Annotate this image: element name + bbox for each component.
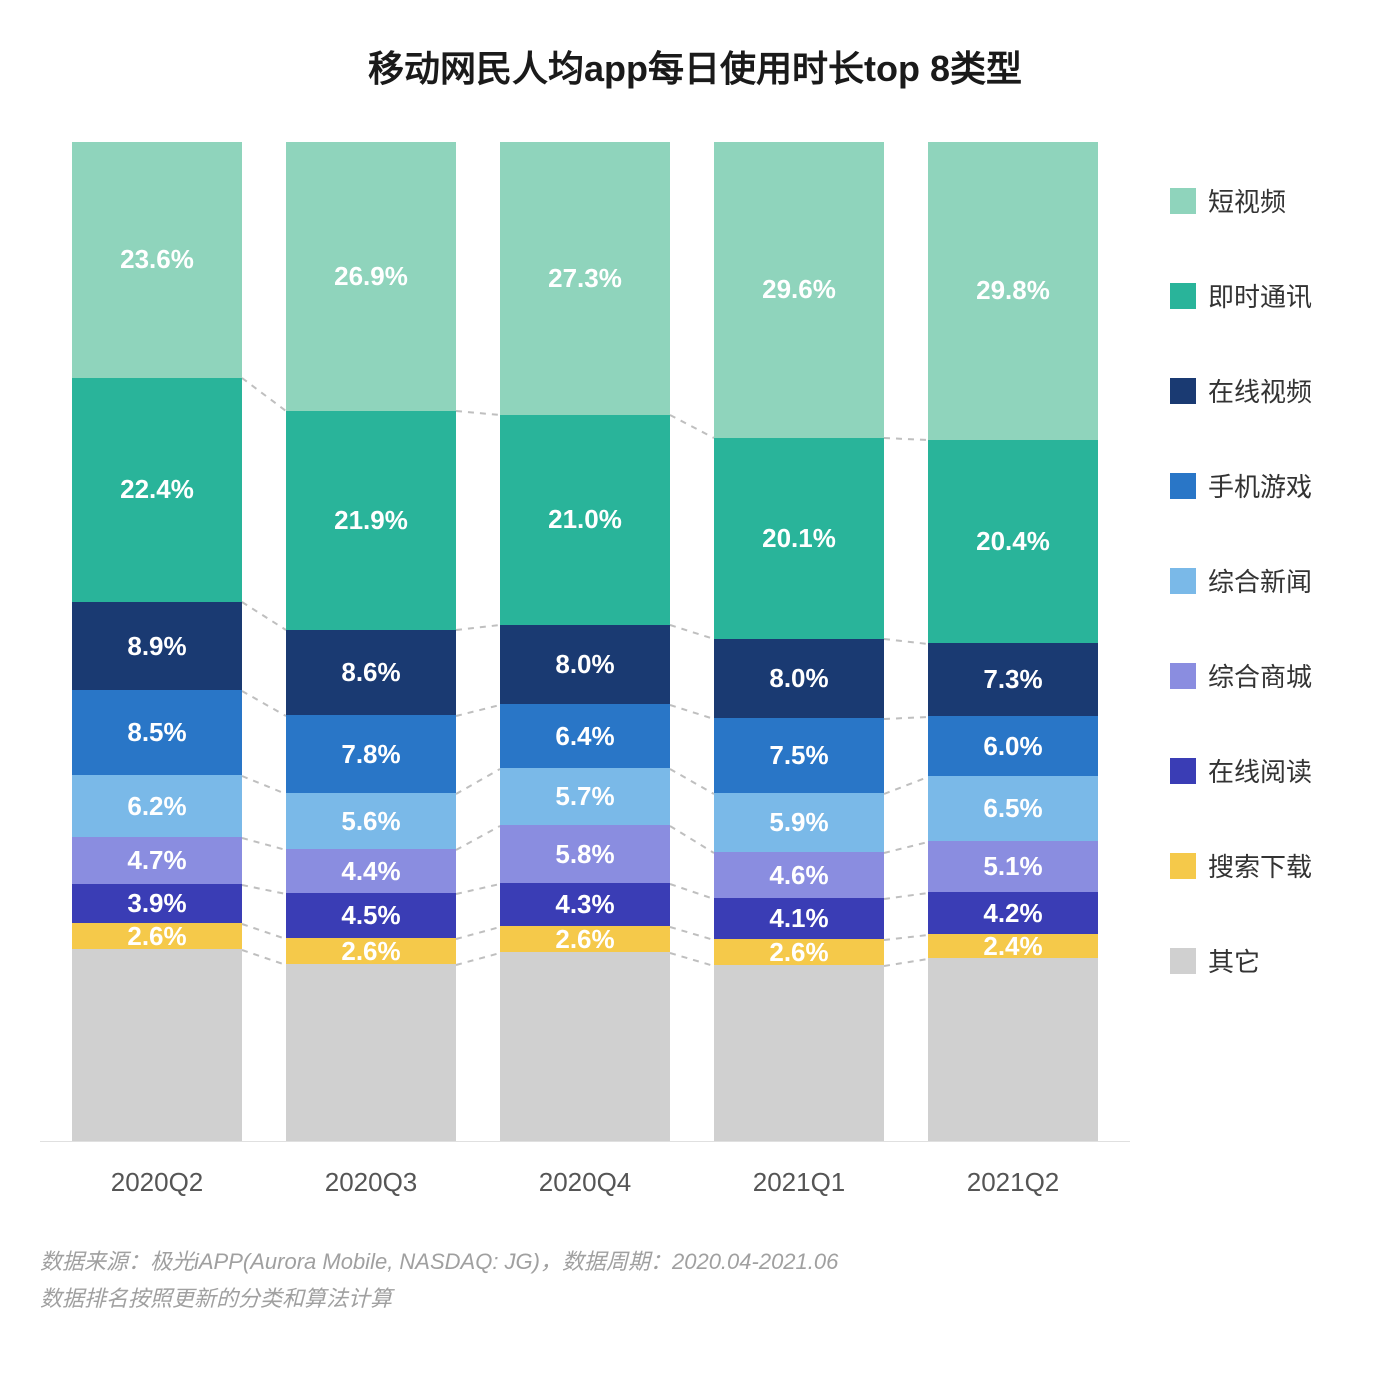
segment-search: 2.6% — [500, 926, 670, 952]
segment-short_video: 29.6% — [714, 142, 884, 438]
segment-other — [72, 949, 242, 1141]
legend-label: 综合新闻 — [1208, 562, 1312, 599]
segment-reading: 4.1% — [714, 898, 884, 939]
footnote: 数据来源：极光iAPP(Aurora Mobile, NASDAQ: JG)，数… — [40, 1243, 1350, 1318]
legend-swatch — [1170, 853, 1196, 879]
bar-column: 2.4%4.2%5.1%6.5%6.0%7.3%20.4%29.8% — [928, 142, 1098, 1141]
segment-online_video: 7.3% — [928, 643, 1098, 716]
bars-container: 2.6%3.9%4.7%6.2%8.5%8.9%22.4%23.6%2.6%4.… — [40, 142, 1130, 1142]
segment-reading: 3.9% — [72, 884, 242, 923]
segment-short_video: 27.3% — [500, 142, 670, 415]
segment-short_video: 29.8% — [928, 142, 1098, 440]
segment-reading: 4.3% — [500, 883, 670, 926]
segment-search: 2.6% — [714, 939, 884, 965]
segment-online_video: 8.0% — [714, 639, 884, 719]
legend-swatch — [1170, 948, 1196, 974]
segment-im: 20.1% — [714, 438, 884, 639]
segment-mobile_game: 6.0% — [928, 716, 1098, 776]
segment-short_video: 23.6% — [72, 142, 242, 378]
segment-online_video: 8.6% — [286, 630, 456, 716]
segment-other — [500, 952, 670, 1141]
segment-im: 22.4% — [72, 378, 242, 602]
segment-online_video: 8.9% — [72, 602, 242, 691]
segment-reading: 4.2% — [928, 892, 1098, 934]
segment-short_video: 26.9% — [286, 142, 456, 411]
x-axis-label: 2020Q4 — [500, 1167, 670, 1198]
segment-ecommerce: 4.6% — [714, 852, 884, 898]
segment-reading: 4.5% — [286, 893, 456, 938]
legend-swatch — [1170, 758, 1196, 784]
legend-swatch — [1170, 663, 1196, 689]
legend-item-other: 其它 — [1170, 942, 1350, 979]
legend-item-mobile_game: 手机游戏 — [1170, 467, 1350, 504]
segment-news: 5.7% — [500, 768, 670, 825]
x-axis: 2020Q2 2020Q3 2020Q4 2021Q1 2021Q2 — [40, 1142, 1130, 1198]
bar-column: 2.6%3.9%4.7%6.2%8.5%8.9%22.4%23.6% — [72, 142, 242, 1141]
segment-mobile_game: 7.8% — [286, 715, 456, 793]
legend-swatch — [1170, 473, 1196, 499]
segment-ecommerce: 5.8% — [500, 825, 670, 883]
legend-swatch — [1170, 283, 1196, 309]
legend-label: 即时通讯 — [1208, 277, 1312, 314]
footnote-line-1: 数据来源：极光iAPP(Aurora Mobile, NASDAQ: JG)，数… — [40, 1243, 1350, 1280]
legend-swatch — [1170, 568, 1196, 594]
legend-label: 短视频 — [1208, 182, 1286, 219]
bar-column: 2.6%4.5%4.4%5.6%7.8%8.6%21.9%26.9% — [286, 142, 456, 1141]
segment-im: 20.4% — [928, 440, 1098, 644]
segment-search: 2.6% — [286, 938, 456, 964]
legend-swatch — [1170, 188, 1196, 214]
segment-im: 21.9% — [286, 411, 456, 630]
legend-item-short_video: 短视频 — [1170, 182, 1350, 219]
chart-title: 移动网民人均app每日使用时长top 8类型 — [40, 40, 1350, 92]
legend-swatch — [1170, 378, 1196, 404]
chart-wrap: 2.6%3.9%4.7%6.2%8.5%8.9%22.4%23.6%2.6%4.… — [40, 142, 1350, 1198]
segment-im: 21.0% — [500, 415, 670, 625]
segment-other — [286, 964, 456, 1141]
segment-other — [714, 965, 884, 1141]
chart-area: 2.6%3.9%4.7%6.2%8.5%8.9%22.4%23.6%2.6%4.… — [40, 142, 1130, 1198]
footnote-line-2: 数据排名按照更新的分类和算法计算 — [40, 1280, 1350, 1317]
legend-label: 在线阅读 — [1208, 752, 1312, 789]
x-axis-label: 2021Q1 — [714, 1167, 884, 1198]
segment-news: 5.6% — [286, 793, 456, 849]
segment-mobile_game: 7.5% — [714, 718, 884, 793]
legend-label: 搜索下载 — [1208, 847, 1312, 884]
x-axis-label: 2020Q2 — [72, 1167, 242, 1198]
segment-mobile_game: 8.5% — [72, 690, 242, 775]
segment-news: 6.5% — [928, 776, 1098, 841]
legend-label: 其它 — [1208, 942, 1260, 979]
segment-ecommerce: 4.7% — [72, 837, 242, 884]
segment-news: 6.2% — [72, 775, 242, 837]
legend-item-reading: 在线阅读 — [1170, 752, 1350, 789]
segment-online_video: 8.0% — [500, 625, 670, 705]
segment-search: 2.6% — [72, 923, 242, 949]
bar-column: 2.6%4.1%4.6%5.9%7.5%8.0%20.1%29.6% — [714, 142, 884, 1141]
legend-label: 在线视频 — [1208, 372, 1312, 409]
legend-item-news: 综合新闻 — [1170, 562, 1350, 599]
x-axis-label: 2020Q3 — [286, 1167, 456, 1198]
legend-label: 综合商城 — [1208, 657, 1312, 694]
segment-mobile_game: 6.4% — [500, 704, 670, 768]
segment-ecommerce: 4.4% — [286, 849, 456, 893]
bar-column: 2.6%4.3%5.8%5.7%6.4%8.0%21.0%27.3% — [500, 142, 670, 1141]
segment-news: 5.9% — [714, 793, 884, 852]
legend-item-ecommerce: 综合商城 — [1170, 657, 1350, 694]
legend: 短视频即时通讯在线视频手机游戏综合新闻综合商城在线阅读搜索下载其它 — [1130, 142, 1350, 1198]
segment-ecommerce: 5.1% — [928, 841, 1098, 892]
x-axis-label: 2021Q2 — [928, 1167, 1098, 1198]
legend-item-online_video: 在线视频 — [1170, 372, 1350, 409]
segment-other — [928, 958, 1098, 1141]
segment-search: 2.4% — [928, 934, 1098, 958]
legend-item-search: 搜索下载 — [1170, 847, 1350, 884]
legend-label: 手机游戏 — [1208, 467, 1312, 504]
legend-item-im: 即时通讯 — [1170, 277, 1350, 314]
